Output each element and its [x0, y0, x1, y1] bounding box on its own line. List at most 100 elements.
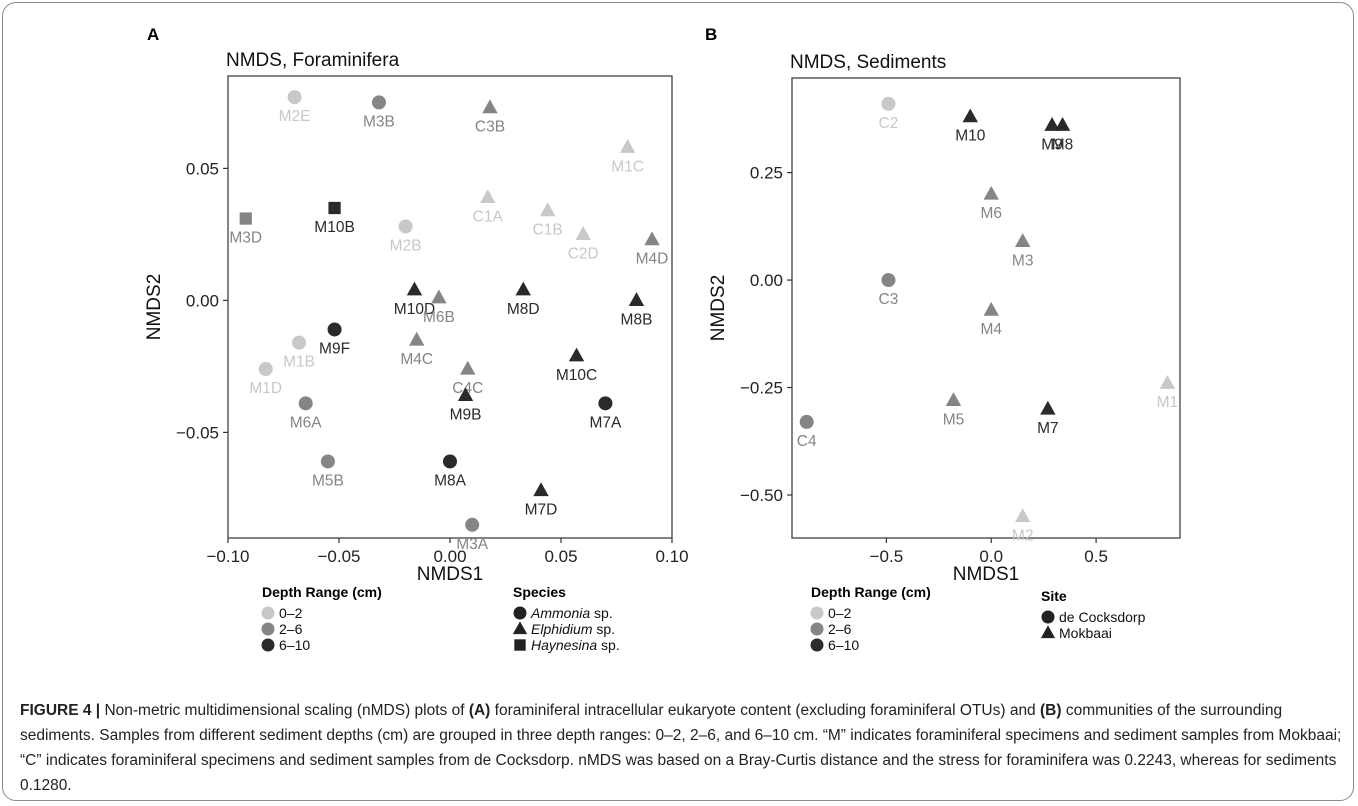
point-m4d — [644, 231, 660, 246]
point-label-m9f: M9F — [319, 340, 350, 357]
legend-species-label: Haynesina sp. — [531, 637, 620, 653]
panel-title: NMDS, Foraminifera — [226, 50, 400, 71]
point-label-c4: C4 — [797, 433, 817, 450]
point-label-c1b: C1B — [533, 222, 563, 239]
point-label-m2: M2 — [1012, 528, 1034, 545]
point-m1c — [619, 139, 636, 153]
x-tick-label: −0.10 — [206, 547, 249, 566]
point-label-c1a: C1A — [473, 208, 504, 225]
point-m2 — [1015, 508, 1031, 523]
point-c1a — [480, 189, 496, 204]
point-label-m8a: M8A — [434, 472, 467, 489]
y-tick-label: −0.05 — [176, 423, 219, 442]
legend-species-genus: Ammonia — [530, 605, 590, 621]
caption-lead: FIGURE 4 | — [20, 702, 101, 719]
point-m8d — [515, 281, 531, 296]
legend-depth-swatch — [261, 606, 275, 620]
legend-species-suffix: sp. — [592, 621, 615, 637]
point-label-m2e: M2E — [279, 108, 311, 125]
point-c2 — [881, 96, 896, 111]
y-axis-label: NMDS2 — [708, 275, 729, 342]
point-label-m7a: M7A — [589, 414, 622, 431]
point-m3 — [1015, 233, 1031, 247]
point-label-m6a: M6A — [290, 414, 323, 431]
point-label-m2b: M2B — [390, 237, 422, 254]
y-tick-label: 0.25 — [750, 164, 783, 183]
legend-depth-label: 6–10 — [279, 637, 310, 653]
legend-species-suffix: sp. — [590, 605, 613, 621]
point-label-m8d: M8D — [507, 301, 540, 318]
point-m9b — [457, 387, 474, 402]
y-tick-label: 0.00 — [750, 271, 783, 290]
point-m7d — [533, 482, 549, 497]
legend-depth-label: 2–6 — [828, 621, 852, 637]
point-c1b — [539, 202, 556, 217]
point-label-c3b: C3B — [475, 119, 505, 136]
legend-site-label: de Cocksdorp — [1059, 609, 1146, 625]
x-tick-label: −0.5 — [870, 547, 904, 566]
point-c3 — [881, 273, 896, 288]
legend-species-label: Elphidium sp. — [531, 621, 615, 637]
point-c2d — [575, 226, 591, 240]
y-tick-label: −0.50 — [740, 486, 783, 505]
point-label-m1d: M1D — [249, 380, 282, 397]
point-m5b — [320, 454, 335, 469]
legend-depth-swatch — [810, 638, 824, 652]
point-c3b — [482, 99, 498, 114]
panel-letter: A — [147, 25, 159, 44]
point-m4 — [983, 301, 999, 316]
legend-species-suffix: sp. — [597, 637, 620, 653]
point-label-m7d: M7D — [525, 501, 558, 518]
x-axis-label: NMDS1 — [417, 564, 484, 585]
point-label-m3a: M3A — [456, 536, 489, 553]
point-label-m10c: M10C — [556, 367, 597, 384]
point-label-m4: M4 — [980, 321, 1002, 338]
point-label-m6: M6 — [980, 205, 1002, 222]
point-m6 — [983, 185, 999, 200]
legend-species-genus: Elphidium — [531, 621, 593, 637]
x-tick-label: 0.5 — [1084, 547, 1108, 566]
plot-frame — [791, 77, 1181, 539]
legend-site-triangle-icon — [1040, 625, 1056, 639]
legend-depth-swatch — [810, 606, 824, 620]
point-label-m5: M5 — [943, 411, 965, 428]
point-label-m8: M8 — [1052, 136, 1074, 153]
point-label-m4c: M4C — [400, 351, 433, 368]
point-m1d — [258, 362, 273, 377]
point-m9f — [327, 322, 342, 337]
point-label-m8b: M8B — [621, 311, 653, 328]
point-m3d — [239, 212, 252, 225]
legend-depth-title: Depth Range (cm) — [262, 584, 382, 600]
point-label-m10d: M10D — [394, 301, 435, 318]
point-label-m3b: M3B — [363, 113, 395, 130]
point-m1 — [1159, 374, 1176, 389]
x-tick-label: 0.00 — [433, 547, 466, 566]
point-m2b — [398, 219, 413, 234]
x-tick-label: 0.10 — [655, 547, 688, 566]
point-m3b — [371, 95, 386, 110]
point-label-m1: M1 — [1157, 394, 1179, 411]
legend-depth-swatch — [261, 638, 275, 652]
legend-depth-title: Depth Range (cm) — [811, 584, 931, 600]
point-m10b — [328, 201, 341, 215]
point-label-m4d: M4D — [636, 251, 669, 268]
legend-species-title: Species — [513, 584, 566, 600]
legend-depth-label: 0–2 — [279, 605, 303, 621]
point-m2e — [287, 90, 302, 105]
point-label-m5b: M5B — [312, 472, 344, 489]
point-label-m9: M9 — [1041, 136, 1063, 153]
panel-a-legend: Depth Range (cm) 0–22–66–10 Species Ammonia… — [261, 584, 620, 653]
point-m10d — [406, 281, 423, 296]
point-m6a — [298, 396, 313, 411]
point-m4c — [409, 331, 425, 346]
point-c4 — [799, 414, 814, 429]
legend-site-circle-icon — [1041, 610, 1055, 624]
y-tick-label: 0.05 — [186, 159, 219, 178]
point-label-m10b: M10B — [314, 219, 355, 236]
point-label-m7: M7 — [1037, 420, 1059, 437]
legend-site-title: Site — [1041, 588, 1067, 604]
point-label-c3: C3 — [879, 291, 899, 308]
x-tick-label: −0.05 — [317, 547, 360, 566]
caption-panel-a-ref: (A) — [468, 702, 491, 719]
